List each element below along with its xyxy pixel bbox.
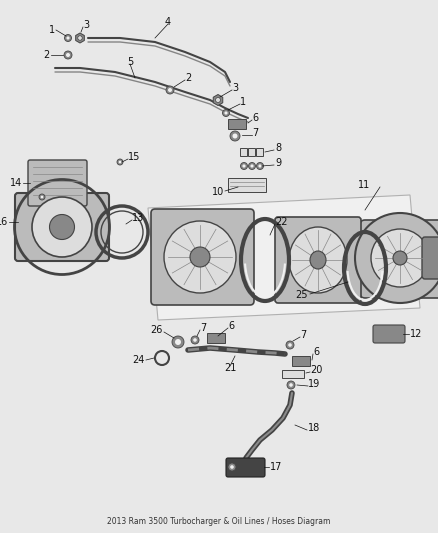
Circle shape — [64, 51, 72, 59]
Circle shape — [230, 465, 234, 469]
FancyBboxPatch shape — [360, 220, 438, 298]
Text: 6: 6 — [313, 347, 319, 357]
FancyBboxPatch shape — [15, 193, 109, 261]
Bar — [228, 178, 266, 192]
Circle shape — [230, 131, 240, 141]
Circle shape — [66, 53, 70, 57]
Bar — [248, 148, 255, 156]
FancyBboxPatch shape — [226, 458, 265, 477]
Circle shape — [224, 111, 228, 115]
FancyBboxPatch shape — [151, 209, 254, 305]
Text: 6: 6 — [228, 321, 234, 331]
Text: 25: 25 — [296, 290, 308, 300]
Text: 13: 13 — [132, 213, 144, 223]
Circle shape — [215, 98, 220, 102]
Circle shape — [117, 159, 123, 165]
Text: 5: 5 — [127, 57, 133, 67]
Circle shape — [67, 36, 70, 39]
Bar — [207, 333, 225, 343]
FancyBboxPatch shape — [422, 237, 438, 279]
Text: 7: 7 — [200, 323, 206, 333]
Circle shape — [251, 164, 254, 167]
Text: 17: 17 — [270, 462, 283, 472]
Text: 14: 14 — [10, 178, 22, 188]
Circle shape — [168, 88, 172, 92]
Ellipse shape — [164, 221, 236, 293]
Text: 12: 12 — [410, 329, 422, 339]
Text: 1: 1 — [240, 97, 246, 107]
Text: 26: 26 — [151, 325, 163, 335]
Text: 3: 3 — [83, 20, 89, 30]
Text: 8: 8 — [275, 143, 281, 153]
Circle shape — [287, 381, 295, 389]
Text: 2013 Ram 3500 Turbocharger & Oil Lines / Hoses Diagram: 2013 Ram 3500 Turbocharger & Oil Lines /… — [107, 518, 331, 527]
Text: 19: 19 — [308, 379, 320, 389]
Ellipse shape — [355, 213, 438, 303]
Ellipse shape — [371, 229, 429, 287]
Ellipse shape — [32, 197, 92, 257]
Circle shape — [233, 133, 237, 139]
Circle shape — [166, 86, 174, 94]
Text: 20: 20 — [310, 365, 322, 375]
Text: 10: 10 — [212, 187, 224, 197]
Circle shape — [288, 343, 292, 347]
Circle shape — [175, 339, 181, 345]
Text: 21: 21 — [224, 363, 236, 373]
Text: 16: 16 — [0, 217, 8, 227]
Text: 7: 7 — [252, 128, 258, 138]
Circle shape — [64, 35, 71, 42]
Text: 9: 9 — [275, 158, 281, 168]
Ellipse shape — [49, 214, 74, 239]
Circle shape — [119, 160, 121, 163]
Text: 11: 11 — [358, 180, 370, 190]
Polygon shape — [148, 195, 420, 320]
Polygon shape — [76, 33, 85, 43]
Bar — [256, 148, 263, 156]
Text: 18: 18 — [308, 423, 320, 433]
Circle shape — [41, 196, 43, 198]
Circle shape — [257, 163, 264, 169]
Ellipse shape — [310, 251, 326, 269]
Circle shape — [78, 36, 82, 41]
Circle shape — [172, 336, 184, 348]
Circle shape — [240, 163, 247, 169]
Bar — [292, 356, 310, 366]
Text: 3: 3 — [232, 83, 238, 93]
Text: 1: 1 — [49, 25, 55, 35]
Text: 4: 4 — [165, 17, 171, 27]
Circle shape — [193, 338, 197, 342]
Ellipse shape — [393, 251, 407, 265]
Text: 2: 2 — [44, 50, 50, 60]
Polygon shape — [213, 94, 223, 106]
Bar — [228, 119, 246, 129]
FancyBboxPatch shape — [28, 160, 87, 206]
Text: 7: 7 — [300, 330, 306, 340]
Text: 6: 6 — [252, 113, 258, 123]
Ellipse shape — [190, 247, 210, 267]
Bar — [240, 148, 247, 156]
Circle shape — [228, 463, 236, 471]
Circle shape — [286, 341, 294, 349]
Circle shape — [248, 163, 255, 169]
Text: 24: 24 — [133, 355, 145, 365]
Ellipse shape — [289, 227, 347, 293]
Text: 2: 2 — [185, 73, 191, 83]
Circle shape — [289, 383, 293, 387]
Circle shape — [39, 194, 45, 200]
FancyBboxPatch shape — [275, 217, 361, 303]
Text: 15: 15 — [128, 152, 140, 162]
Circle shape — [223, 109, 230, 117]
Text: 22: 22 — [275, 217, 287, 227]
Bar — [282, 370, 304, 378]
Circle shape — [242, 164, 246, 167]
Circle shape — [191, 336, 199, 344]
FancyBboxPatch shape — [373, 325, 405, 343]
Circle shape — [258, 164, 261, 167]
